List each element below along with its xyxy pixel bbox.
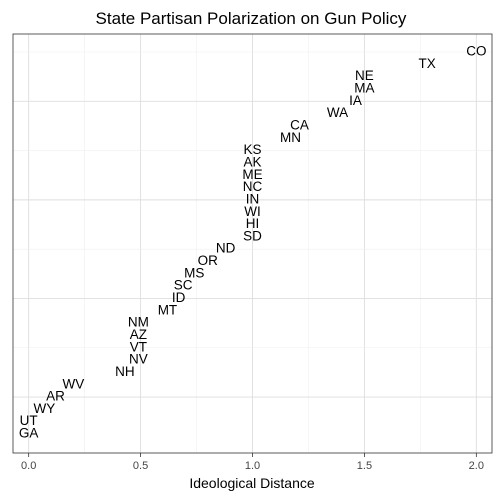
state-label-ks: KS <box>243 142 261 157</box>
state-label-ak: AK <box>243 154 261 169</box>
state-label-nc: NC <box>243 179 263 194</box>
state-label-nv: NV <box>129 352 148 367</box>
state-label-mn: MN <box>280 130 301 145</box>
state-label-ar: AR <box>46 389 65 404</box>
state-label-sc: SC <box>174 278 193 293</box>
x-axis: 0.0 0.5 1.0 1.5 2.0 <box>21 453 484 472</box>
state-label-nh: NH <box>115 364 135 379</box>
state-label-wv: WV <box>63 376 85 391</box>
x-tick-label: 1.5 <box>357 460 372 472</box>
state-label-hi: HI <box>246 216 260 231</box>
state-label-nd: ND <box>216 241 236 256</box>
state-label-vt: VT <box>130 339 147 354</box>
state-label-in: IN <box>246 191 260 206</box>
x-tick-label: 0.5 <box>133 460 148 472</box>
x-tick-label: 0.0 <box>21 460 36 472</box>
state-label-or: OR <box>198 253 219 268</box>
state-label-sd: SD <box>243 228 262 243</box>
state-label-co: CO <box>466 44 486 59</box>
state-label-wa: WA <box>327 105 348 120</box>
x-axis-title: Ideological Distance <box>189 475 315 491</box>
state-label-wi: WI <box>244 204 261 219</box>
x-tick-label: 2.0 <box>469 460 484 472</box>
state-label-az: AZ <box>130 327 147 342</box>
state-label-ca: CA <box>290 117 309 132</box>
state-label-ia: IA <box>349 93 362 108</box>
state-label-wy: WY <box>33 401 55 416</box>
state-label-mt: MT <box>158 302 178 317</box>
x-tick-label: 1.0 <box>245 460 260 472</box>
state-label-me: ME <box>242 167 262 182</box>
state-label-id: ID <box>172 290 186 305</box>
grid <box>13 34 492 453</box>
state-label-ut: UT <box>20 413 38 428</box>
chart-title: State Partisan Polarization on Gun Polic… <box>96 9 407 28</box>
state-label-ms: MS <box>184 265 204 280</box>
state-label-ga: GA <box>19 426 39 441</box>
state-label-ne: NE <box>355 68 374 83</box>
state-label-nm: NM <box>128 315 149 330</box>
state-label-tx: TX <box>418 56 435 71</box>
state-label-ma: MA <box>354 81 374 96</box>
